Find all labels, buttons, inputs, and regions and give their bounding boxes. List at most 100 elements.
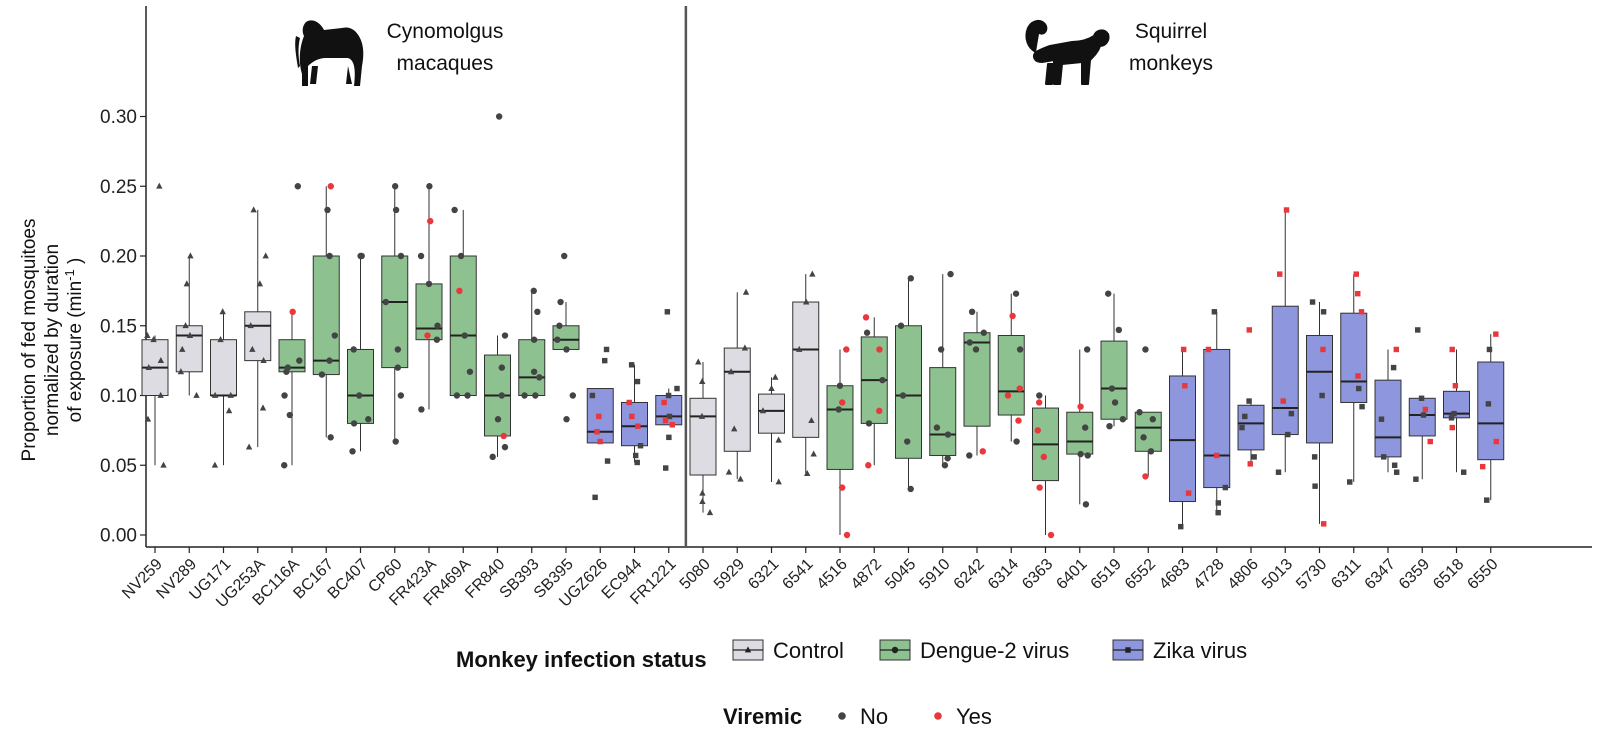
data-point bbox=[664, 309, 671, 315]
data-point bbox=[699, 377, 706, 384]
data-point bbox=[426, 183, 433, 190]
x-tick-label: 6401 bbox=[1053, 556, 1090, 593]
animal-box-NV289 bbox=[175, 252, 203, 398]
data-point bbox=[626, 399, 632, 406]
data-point bbox=[260, 356, 267, 364]
data-point bbox=[699, 497, 706, 504]
data-point bbox=[1449, 346, 1455, 353]
data-point bbox=[1486, 346, 1493, 353]
data-point bbox=[397, 252, 405, 260]
animal-box-FR423A bbox=[415, 183, 443, 413]
data-point bbox=[1082, 501, 1090, 508]
box-iqr bbox=[449, 255, 477, 396]
box-iqr bbox=[1100, 340, 1128, 420]
data-point bbox=[632, 452, 639, 459]
data-point bbox=[1077, 403, 1084, 410]
animal-box-4516 bbox=[826, 346, 854, 539]
data-point bbox=[498, 392, 505, 399]
data-point bbox=[666, 434, 672, 441]
data-point bbox=[843, 346, 850, 353]
data-point bbox=[904, 438, 911, 445]
animal-box-5910 bbox=[929, 270, 957, 469]
data-point bbox=[933, 424, 941, 431]
animal-box-NV259 bbox=[141, 182, 169, 468]
data-point bbox=[534, 308, 541, 315]
data-point bbox=[865, 420, 873, 427]
data-point bbox=[391, 183, 399, 190]
data-point bbox=[1320, 309, 1327, 315]
data-point bbox=[1451, 410, 1457, 417]
data-point bbox=[182, 322, 189, 329]
data-point bbox=[1246, 327, 1252, 333]
data-point bbox=[556, 322, 563, 329]
data-point bbox=[466, 368, 474, 375]
data-point bbox=[1309, 299, 1316, 305]
data-point bbox=[536, 374, 543, 381]
data-point bbox=[457, 252, 465, 260]
x-tick-label: 6314 bbox=[985, 556, 1022, 593]
animal-box-6311 bbox=[1340, 271, 1368, 485]
data-point bbox=[521, 392, 528, 399]
data-point bbox=[597, 438, 603, 445]
legend-key-viremic-yes: Yes bbox=[934, 704, 992, 729]
data-point bbox=[1119, 416, 1127, 423]
animal-box-5013 bbox=[1271, 207, 1299, 475]
animal-box-FR469A bbox=[449, 206, 477, 399]
data-point bbox=[879, 376, 886, 384]
data-point bbox=[451, 206, 458, 214]
data-point bbox=[327, 183, 335, 190]
data-point bbox=[775, 436, 782, 443]
data-point bbox=[804, 469, 811, 477]
data-point bbox=[1035, 399, 1043, 406]
data-point bbox=[1242, 413, 1248, 420]
data-point bbox=[1320, 346, 1326, 353]
data-point bbox=[554, 336, 561, 343]
legend-marker bbox=[744, 646, 752, 653]
animal-box-5730 bbox=[1306, 299, 1333, 527]
data-point bbox=[1013, 438, 1020, 445]
y-axis-title-close: ) bbox=[65, 258, 86, 270]
data-point bbox=[1359, 403, 1365, 410]
data-point bbox=[358, 252, 365, 260]
data-point bbox=[249, 345, 256, 352]
data-point bbox=[944, 455, 951, 462]
box-iqr bbox=[312, 255, 340, 376]
animal-box-6242 bbox=[963, 308, 991, 459]
legend-label: No bbox=[860, 704, 888, 729]
data-point bbox=[350, 420, 358, 427]
data-point bbox=[1247, 461, 1253, 467]
box-iqr bbox=[723, 347, 751, 452]
legend-title: Viremic bbox=[723, 704, 802, 729]
data-point bbox=[662, 465, 669, 471]
data-point bbox=[324, 206, 331, 214]
data-point bbox=[1211, 309, 1218, 315]
x-tick-label: 4872 bbox=[848, 556, 885, 593]
animal-box-4872 bbox=[860, 314, 888, 469]
legend-viremic: Viremic No Yes bbox=[723, 704, 992, 729]
animal-box-SB395 bbox=[552, 252, 580, 423]
data-point bbox=[331, 332, 338, 339]
data-point bbox=[1016, 385, 1023, 392]
animal-box-6541 bbox=[792, 270, 820, 477]
data-point bbox=[225, 407, 233, 414]
data-point bbox=[281, 392, 288, 399]
data-point bbox=[699, 489, 706, 496]
legend-dot bbox=[838, 712, 846, 720]
data-point bbox=[594, 429, 600, 435]
x-tick-label: 6550 bbox=[1464, 556, 1501, 593]
data-point bbox=[907, 485, 914, 493]
data-point bbox=[941, 462, 949, 469]
box-iqr bbox=[758, 393, 785, 434]
data-point bbox=[1185, 490, 1192, 496]
x-tick-label: 6311 bbox=[1328, 556, 1364, 592]
data-point bbox=[674, 385, 680, 392]
animal-box-6518 bbox=[1443, 346, 1470, 475]
data-point bbox=[500, 432, 507, 440]
panel-title: Cynomolgus bbox=[387, 20, 504, 43]
data-point bbox=[1285, 431, 1291, 438]
data-point bbox=[349, 448, 356, 455]
data-point bbox=[592, 494, 598, 501]
data-point bbox=[356, 392, 363, 399]
data-point bbox=[187, 252, 194, 259]
data-point bbox=[262, 252, 269, 259]
